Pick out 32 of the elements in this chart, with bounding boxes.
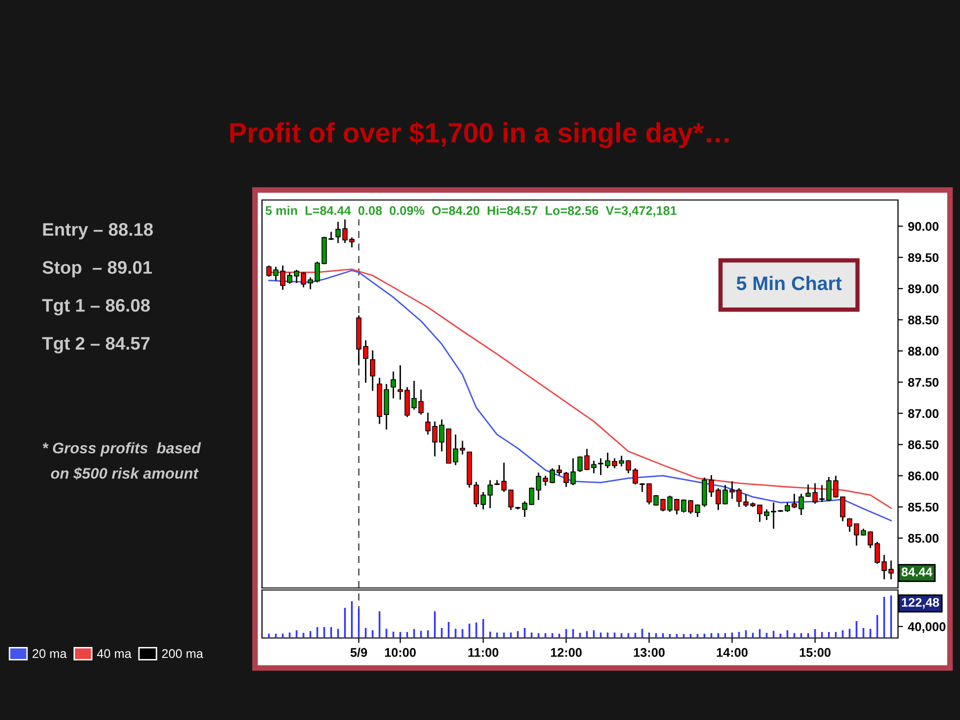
y-tick-label: 89.50 <box>908 253 938 262</box>
text: Stop – 89.01 <box>42 261 152 278</box>
y-tick-label: 86.00 <box>908 472 938 480</box>
x-tick-label: 12:00 <box>550 648 582 657</box>
text: Tgt 1 – 86.08 <box>42 298 150 316</box>
y-tick-label: 89.00 <box>908 284 938 294</box>
annotation: 5 min L=84.44 0.08 0.09% O=84.20 Hi=84.57 Lo=82.56 V=3,472,181 <box>266 206 677 217</box>
x-tick-label: 10:00 <box>385 648 416 657</box>
annotation: 84.44 <box>902 568 932 576</box>
legend-label: 40 ma <box>97 649 132 658</box>
text: * Gross profits based on $500 risk amount <box>42 442 202 480</box>
y-tick-label: 87.50 <box>908 378 938 387</box>
legend-label: 200 ma <box>162 649 204 658</box>
y-tick-label: 85.00 <box>908 534 938 543</box>
y-tick-label: 86.50 <box>908 440 938 450</box>
x-tick-label: 11:00 <box>468 648 498 657</box>
annotation: 5 Min Chart <box>736 276 842 290</box>
text: Entry – 88.18 <box>43 223 153 240</box>
x-tick-label: 13:00 <box>634 648 665 657</box>
text: 122,48 <box>902 598 940 609</box>
x-tick-label: 5/9 <box>350 648 368 658</box>
x-tick-label: 15:00 <box>800 648 831 657</box>
y-tick-label: 90.00 <box>908 222 938 231</box>
y-tick-label: 40,000 <box>908 622 946 633</box>
x-tick-label: 14:00 <box>716 648 748 657</box>
y-tick-label: 87.00 <box>908 409 938 418</box>
y-tick-label: 88.50 <box>908 316 938 324</box>
chart-title: Profit of over $1,700 in a single day*… <box>230 122 728 148</box>
y-tick-label: 88.00 <box>908 346 938 356</box>
legend-label: 20 ma <box>32 649 67 658</box>
text: Tgt 2 – 84.57 <box>42 336 150 354</box>
y-tick-label: 85.50 <box>908 502 938 512</box>
